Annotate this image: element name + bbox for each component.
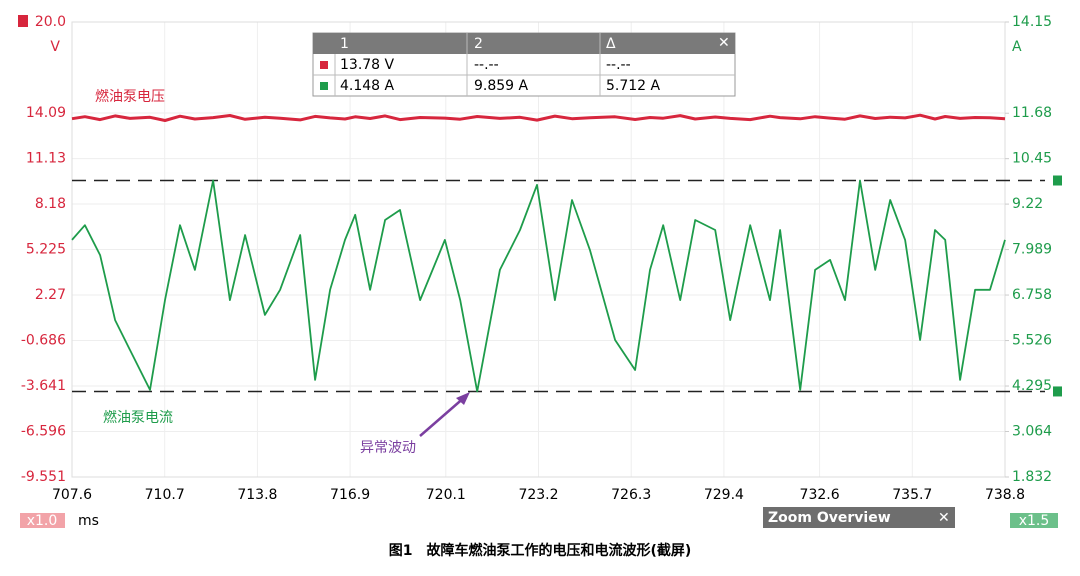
close-button[interactable]: ✕	[718, 35, 730, 51]
channel-icon	[320, 82, 328, 90]
table-cell: 9.859 A	[474, 78, 529, 94]
y-tick-label: -9.551	[21, 469, 66, 485]
cursor-handle	[1053, 175, 1062, 186]
x-tick-label: 720.1	[426, 487, 466, 503]
cursor-handle	[1053, 386, 1062, 397]
x-tick-label: 710.7	[145, 487, 185, 503]
channel-icon	[320, 61, 328, 69]
y-tick-label: 8.18	[35, 196, 66, 212]
x-tick-label: 726.3	[611, 487, 651, 503]
zoom-badge-label: x1.5	[1019, 513, 1050, 529]
y-tick-label: 11.13	[26, 151, 66, 167]
y2-axis-unit: A	[1012, 39, 1022, 55]
caption: 图1 故障车燃油泵工作的电压和电流波形(截屏)	[389, 542, 692, 559]
series-line	[71, 179, 1006, 393]
series-label: 燃油泵电流	[103, 409, 173, 426]
zoom-badge[interactable]	[20, 513, 65, 528]
close-button[interactable]: ✕	[938, 510, 950, 526]
x-tick-label: 732.6	[800, 487, 840, 503]
table-header-cell: Δ	[606, 36, 616, 52]
table-cell: 13.78 V	[340, 57, 395, 73]
zoom-badge[interactable]	[1010, 513, 1058, 528]
readout-table: 1 2 Δ ✕ 13.78 V --.-- --.-- 4.148 A 9.85…	[312, 32, 736, 97]
y2-tick-label: 11.68	[1012, 105, 1052, 121]
y2-tick-label: 9.22	[1012, 196, 1043, 212]
y2-tick-label: 3.064	[1012, 423, 1052, 439]
y2-tick-label: 14.15	[1012, 14, 1052, 30]
table-cell: 5.712 A	[606, 78, 661, 94]
y-tick-label: 5.225	[26, 241, 66, 257]
series-label: 燃油泵电压	[95, 88, 165, 105]
x-tick-label: 738.8	[985, 487, 1025, 503]
table-header-cell: 2	[474, 36, 483, 52]
channel-marker	[18, 15, 28, 27]
y2-tick-label: 6.758	[1012, 287, 1052, 303]
y2-tick-label: 4.295	[1012, 378, 1052, 394]
table-header	[313, 33, 735, 54]
series-line	[71, 113, 1006, 122]
y-tick-label: 14.09	[26, 105, 66, 121]
y-axis-unit: V	[50, 39, 60, 55]
x-axis-unit: ms	[78, 513, 99, 529]
y-tick-label: -3.641	[21, 378, 66, 394]
y2-tick-label: 10.45	[1012, 151, 1052, 167]
y2-tick-label: 7.989	[1012, 242, 1052, 258]
y-tick-label: -0.686	[21, 333, 66, 349]
y2-tick-label: 5.526	[1012, 333, 1052, 349]
annotation-arrowhead	[456, 392, 470, 405]
zoom-badge-label: x1.0	[27, 513, 58, 529]
x-tick-label: 735.7	[892, 487, 932, 503]
zoom-overview-bar[interactable]	[763, 507, 955, 528]
y-tick-label: 2.27	[35, 287, 66, 303]
table-cell: --.--	[606, 57, 631, 73]
table-cell: --.--	[474, 57, 499, 73]
x-tick-label: 713.8	[237, 487, 277, 503]
x-tick-label: 716.9	[330, 487, 370, 503]
annotation: 异常波动	[360, 440, 416, 456]
table-cell: 4.148 A	[340, 78, 395, 94]
x-tick-label: 729.4	[704, 487, 744, 503]
x-tick-label: 707.6	[52, 487, 92, 503]
annotation-arrow	[419, 395, 467, 437]
y2-tick-label: 1.832	[1012, 469, 1052, 485]
y-tick-label: 20.0	[35, 14, 66, 30]
x-tick-label: 723.2	[518, 487, 558, 503]
zoom-overview-label: Zoom Overview	[768, 510, 891, 526]
table-header-cell: 1	[340, 36, 349, 52]
y-tick-label: -6.596	[21, 424, 66, 440]
